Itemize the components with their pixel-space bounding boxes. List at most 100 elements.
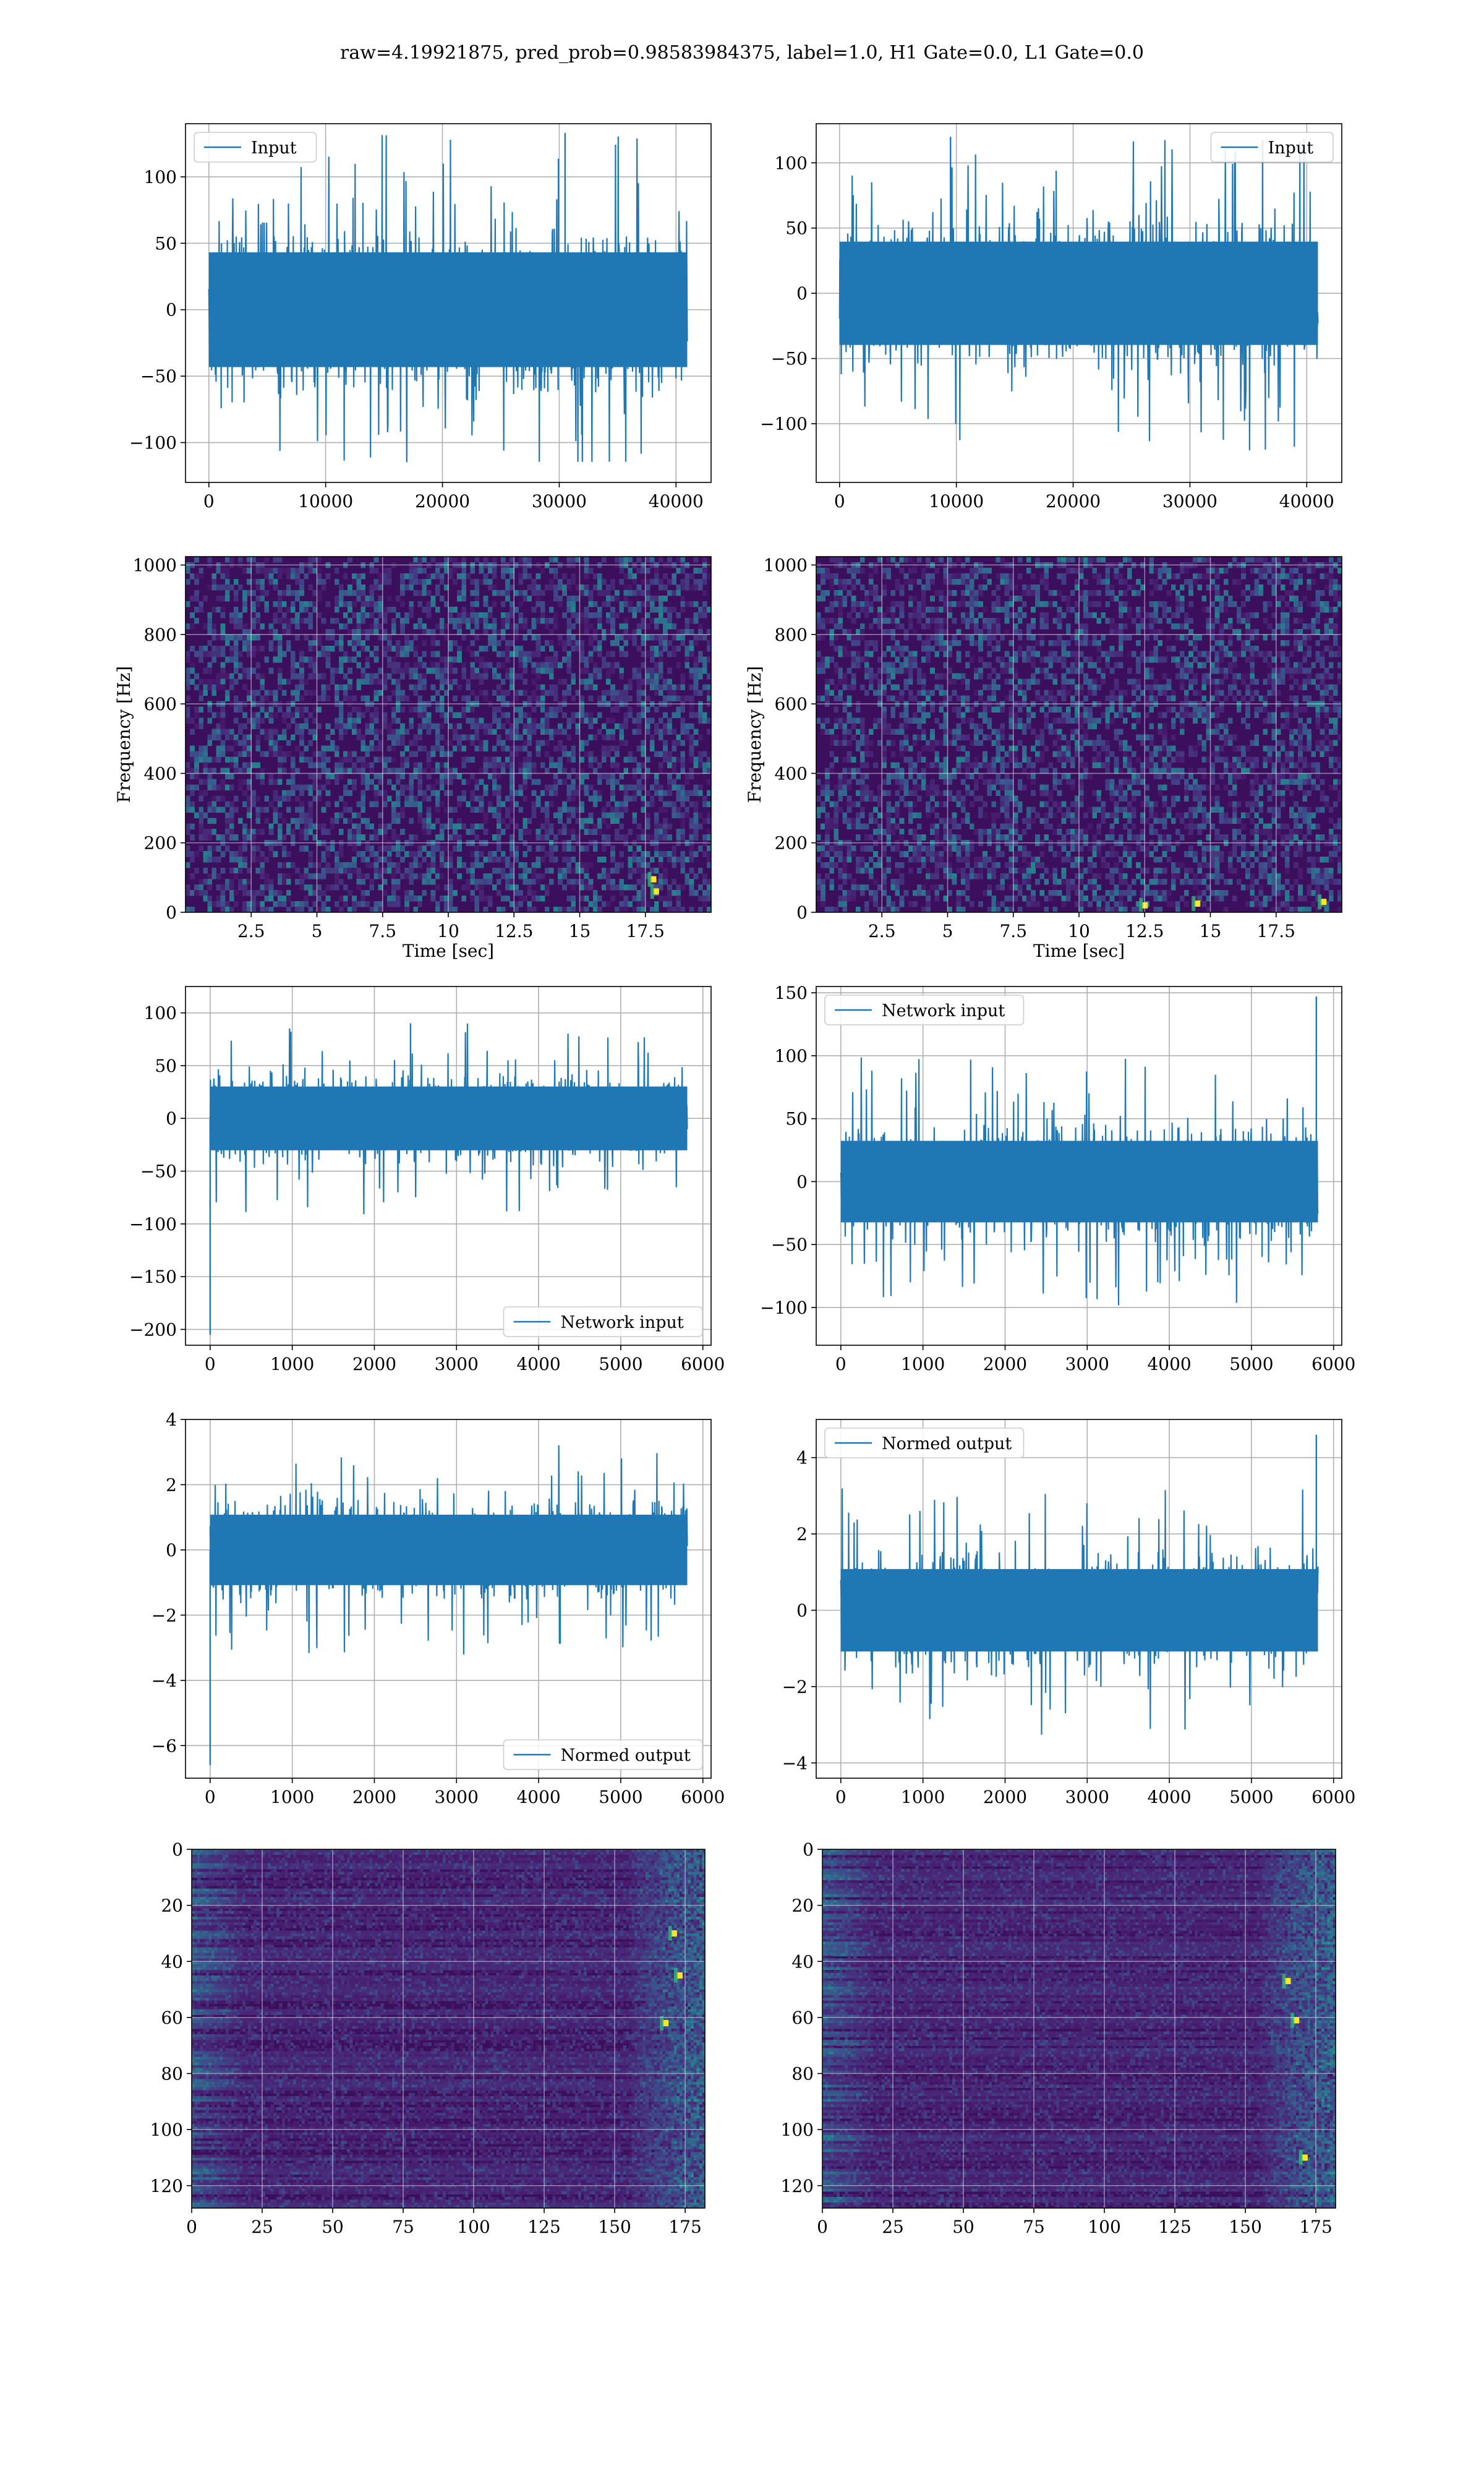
y-tick-label: −4 [151, 1671, 177, 1691]
y-tick-label: 1000 [133, 555, 177, 575]
x-tick-label: 2000 [983, 1354, 1027, 1374]
x-tick-label: 5000 [599, 1354, 642, 1374]
x-tick-label: 0 [834, 491, 845, 511]
x-tick-labels: 0 1000 2000 3000 4000 5000 6000 [835, 1778, 1355, 1807]
x-axis-label: Time [sec] [1033, 941, 1125, 961]
legend-box [824, 995, 1025, 1025]
hot-spot-halo [1282, 1973, 1286, 1988]
y-tick-label: 200 [775, 833, 808, 854]
y-tick-label: 0 [166, 1540, 177, 1560]
grid [186, 987, 711, 1345]
x-tick-label: 12.5 [1125, 921, 1164, 941]
grid [186, 557, 711, 912]
y-tick-labels: 0 20 40 60 80 100 120 [150, 1839, 192, 2196]
legend-box [194, 132, 317, 163]
x-tick-label: 20000 [1046, 491, 1101, 511]
y-tick-label: −100 [760, 414, 808, 434]
hot-spot-halo [1192, 896, 1196, 911]
axes-frame [185, 1419, 712, 1779]
x-tick-label: 40000 [649, 491, 704, 511]
x-tick-label: 100 [1088, 2217, 1120, 2237]
y-tick-label: 0 [796, 283, 808, 304]
x-tick-label: 0 [835, 1354, 846, 1374]
y-tick-label: 0 [166, 902, 177, 923]
y-tick-label: 100 [775, 1046, 808, 1066]
series-band [210, 1086, 688, 1150]
plot-area [186, 124, 711, 482]
x-tick-label: 15 [1200, 921, 1222, 941]
plot-area [816, 1419, 1342, 1778]
y-tick-label: 120 [781, 2176, 814, 2196]
legend-label: Network input [882, 1001, 1005, 1021]
legend-box [503, 1739, 703, 1770]
hot-spot [676, 1972, 683, 1979]
x-tick-label: 12.5 [495, 921, 533, 941]
y-tick-label: 50 [785, 1109, 808, 1129]
y-tick-label: 150 [775, 983, 808, 1003]
plot-area [816, 987, 1342, 1345]
y-tick-label: −100 [129, 433, 177, 453]
y-tick-label: 600 [144, 694, 177, 714]
legend-label: Input [251, 139, 297, 158]
axes-frame [185, 986, 712, 1346]
heatmap-cells [186, 557, 711, 912]
x-tick-label: 10000 [298, 491, 353, 511]
hot-spot-halo [1139, 897, 1143, 912]
y-tick-label: 1000 [764, 555, 808, 575]
legend-label: Input [1268, 139, 1314, 158]
x-tick-label: 6000 [681, 1787, 725, 1807]
hot-spot-halo [650, 884, 654, 899]
x-tick-label: 150 [598, 2217, 631, 2237]
x-tick-label: 5 [942, 921, 953, 941]
y-tick-label: 60 [161, 2008, 183, 2028]
figure-title: raw=4.19921875, pred_prob=0.98583984375,… [0, 42, 1484, 64]
legend: Input [194, 132, 317, 163]
x-tick-label: 0 [817, 2217, 828, 2237]
y-tick-label: −100 [760, 1298, 808, 1318]
x-tick-labels: 0 1000 2000 3000 4000 5000 6000 [205, 1345, 725, 1374]
y-tick-label: 80 [791, 2064, 814, 2084]
y-tick-label: 0 [796, 1171, 808, 1192]
x-tick-labels: 0 25 50 75 100 125 150 175 [817, 2208, 1333, 2237]
x-tick-label: 0 [203, 491, 215, 511]
plot-area [186, 987, 711, 1345]
x-tick-label: 30000 [1162, 491, 1217, 511]
y-tick-labels: 0 200 400 600 800 1000 [764, 555, 816, 923]
hot-spot-halo [1290, 2013, 1295, 2028]
x-tick-label: 5000 [1229, 1354, 1273, 1374]
hot-spot [652, 888, 659, 895]
y-tick-label: 0 [166, 1108, 177, 1129]
grid [816, 557, 1342, 912]
x-tick-label: 0 [205, 1354, 216, 1374]
y-tick-label: 0 [796, 902, 808, 923]
y-tick-labels: −100 −50 0 50 100 150 [760, 983, 816, 1318]
x-tick-labels: 2.5 5 7.5 10 12.5 15 17.5 [237, 912, 665, 941]
x-axis-label: Time [sec] [403, 941, 494, 961]
hot-spot [1284, 1977, 1291, 1984]
y-tick-label: 20 [161, 1896, 183, 1916]
y-axis-label: Frequency [Hz] [114, 666, 134, 803]
x-tick-label: 10 [1068, 921, 1090, 941]
legend-label: Network input [561, 1313, 684, 1332]
y-tick-label: 50 [155, 233, 177, 254]
y-tick-label: 100 [144, 1003, 177, 1024]
x-tick-label: 4000 [516, 1787, 560, 1807]
plot-area [186, 557, 711, 912]
chart-network-input-l1: 0 1000 2000 3000 4000 5000 6000 −100 −50 0 50 100 15… [760, 983, 1355, 1374]
axes-frame [185, 123, 712, 483]
axes-frame [816, 1419, 1342, 1779]
y-tick-labels: −4 −2 0 2 4 [782, 1448, 816, 1773]
x-tick-labels: 2.5 5 7.5 10 12.5 15 17.5 [868, 912, 1295, 941]
x-tick-label: 3000 [1065, 1787, 1109, 1807]
x-tick-label: 50 [952, 2217, 974, 2237]
hot-spot-halo [673, 1967, 678, 1983]
axes-frame [191, 1849, 706, 2209]
x-tick-label: 0 [835, 1787, 846, 1807]
series-band [840, 1569, 1318, 1652]
x-tick-labels: 0 1000 2000 3000 4000 5000 6000 [835, 1345, 1355, 1374]
x-tick-label: 125 [1158, 2217, 1191, 2237]
series-band [840, 1141, 1318, 1223]
x-tick-label: 25 [251, 2217, 273, 2237]
x-tick-label: 5000 [1229, 1787, 1273, 1807]
y-tick-label: −50 [771, 349, 808, 369]
